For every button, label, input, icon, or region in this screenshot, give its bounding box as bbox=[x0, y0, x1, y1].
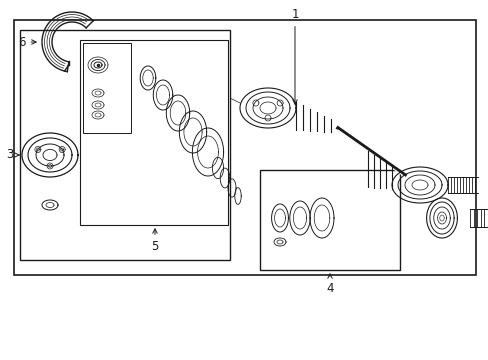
Text: 4: 4 bbox=[325, 274, 333, 295]
Bar bbox=[83, 43, 131, 133]
Bar bbox=[260, 170, 399, 270]
Text: 1: 1 bbox=[291, 8, 298, 104]
Bar bbox=[14, 20, 475, 275]
Bar bbox=[20, 30, 229, 260]
Text: 2: 2 bbox=[0, 359, 1, 360]
Text: 6: 6 bbox=[18, 36, 36, 49]
Text: 3: 3 bbox=[6, 148, 19, 162]
Text: 5: 5 bbox=[151, 229, 159, 253]
Bar bbox=[80, 40, 227, 225]
